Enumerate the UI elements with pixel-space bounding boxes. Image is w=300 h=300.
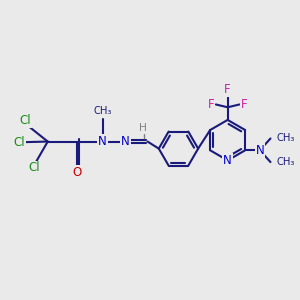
Text: Cl: Cl	[13, 136, 25, 148]
Text: CH₃: CH₃	[277, 134, 295, 143]
Text: F: F	[224, 83, 231, 96]
Text: N: N	[255, 144, 264, 157]
Text: H: H	[139, 123, 147, 133]
Text: N: N	[121, 135, 130, 148]
Text: CH₃: CH₃	[277, 157, 295, 167]
Text: N: N	[98, 135, 107, 148]
Text: F: F	[241, 98, 248, 111]
Text: Cl: Cl	[28, 161, 40, 175]
Text: N: N	[223, 154, 232, 167]
Text: CH₃: CH₃	[93, 106, 112, 116]
Text: O: O	[73, 166, 82, 179]
Text: F: F	[208, 98, 214, 111]
Text: Cl: Cl	[19, 114, 31, 127]
